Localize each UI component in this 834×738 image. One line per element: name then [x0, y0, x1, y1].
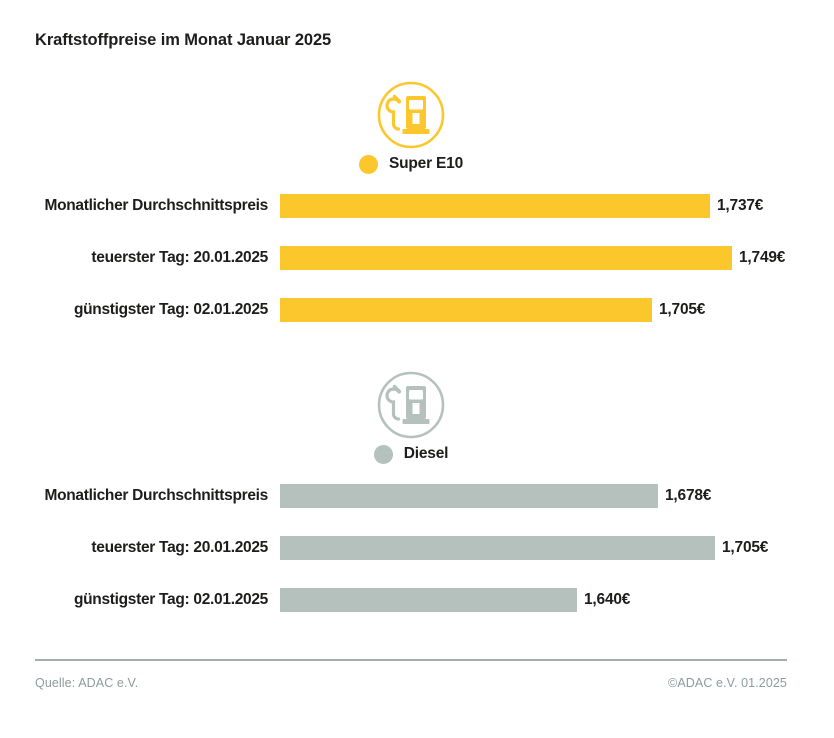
bar-rows: Monatlicher Durchschnittspreis 1,737€ te… [35, 194, 787, 322]
bar-row: Monatlicher Durchschnittspreis 1,678€ [35, 484, 787, 508]
row-label: teuerster Tag: 20.01.2025 [91, 249, 268, 266]
legend-label: Diesel [403, 445, 449, 462]
row-label: Monatlicher Durchschnittspreis [44, 487, 268, 504]
copyright-text: ©ADAC e.V. 01.2025 [668, 676, 787, 690]
fuel-section-super-e10: Super E10 Monatlicher Durchschnittspreis… [35, 80, 787, 350]
legend-label: Super E10 [388, 155, 463, 172]
bar-rows: Monatlicher Durchschnittspreis 1,678€ te… [35, 484, 787, 612]
legend-super-e10: Super E10 [35, 154, 787, 174]
bar [280, 194, 710, 218]
row-value: 1,678€ [665, 487, 712, 504]
fuel-pump-icon-svg [377, 371, 445, 439]
row-value: 1,737€ [717, 197, 764, 214]
row-label: teuerster Tag: 20.01.2025 [91, 539, 268, 556]
footer: Quelle: ADAC e.V. ©ADAC e.V. 01.2025 [35, 659, 787, 690]
source-text: Quelle: ADAC e.V. [35, 676, 139, 690]
fuel-pump-icon [35, 80, 787, 150]
bar [280, 298, 652, 322]
bar [280, 536, 715, 560]
bar-row: Monatlicher Durchschnittspreis 1,737€ [35, 194, 787, 218]
legend-dot [358, 154, 378, 174]
chart-title: Kraftstoffpreise im Monat Januar 2025 [35, 31, 332, 49]
row-label: günstigster Tag: 02.01.2025 [73, 591, 268, 608]
row-label: günstigster Tag: 02.01.2025 [73, 301, 268, 318]
bar [280, 484, 658, 508]
fuel-pump-icon [35, 370, 787, 440]
row-label: Monatlicher Durchschnittspreis [44, 197, 268, 214]
row-value: 1,705€ [659, 301, 706, 318]
fuel-pump-icon-svg [377, 81, 445, 149]
row-value: 1,705€ [722, 539, 769, 556]
bar-row: günstigster Tag: 02.01.2025 1,705€ [35, 298, 787, 322]
bar [280, 588, 577, 612]
bar-row: günstigster Tag: 02.01.2025 1,640€ [35, 588, 787, 612]
bar-row: teuerster Tag: 20.01.2025 1,705€ [35, 536, 787, 560]
bar [280, 246, 732, 270]
fuel-section-diesel: Diesel Monatlicher Durchschnittspreis 1,… [35, 370, 787, 640]
row-value: 1,749€ [739, 249, 786, 266]
bar-row: teuerster Tag: 20.01.2025 1,749€ [35, 246, 787, 270]
legend-dot [373, 444, 393, 464]
row-value: 1,640€ [584, 591, 631, 608]
legend-diesel: Diesel [35, 444, 787, 464]
